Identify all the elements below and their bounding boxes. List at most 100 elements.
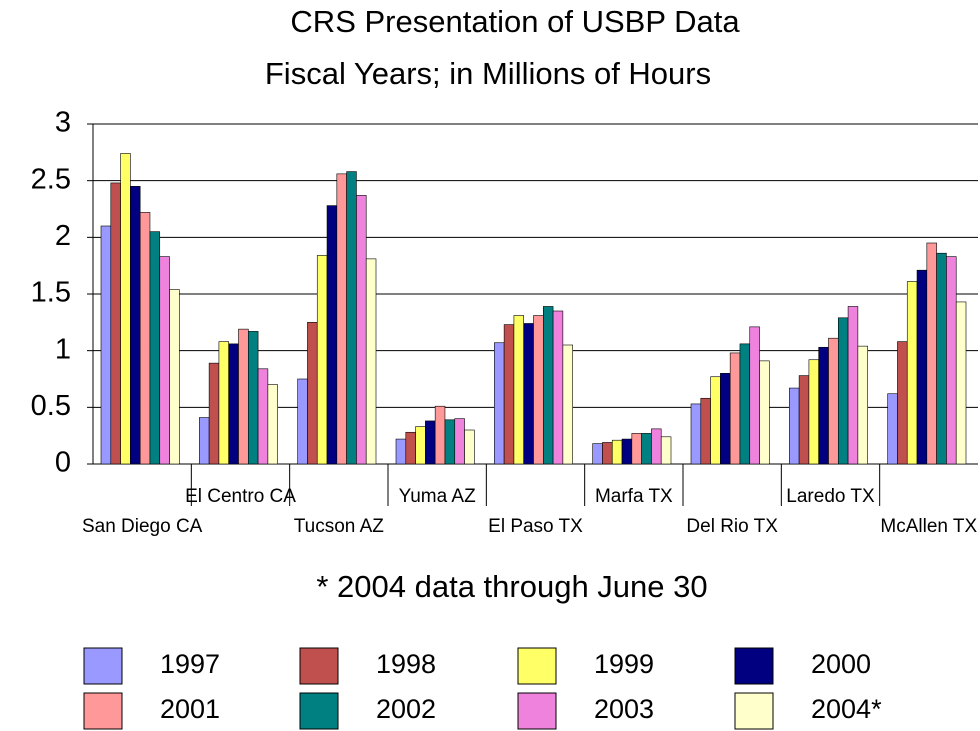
- annotation: * 2004 data through June 30: [316, 569, 707, 604]
- legend-label: 2000: [811, 649, 871, 679]
- bar: [729, 352, 741, 465]
- bar: [415, 426, 426, 465]
- bar: [110, 182, 121, 465]
- bar: [316, 255, 328, 465]
- bar: [395, 438, 407, 465]
- bar: [700, 397, 711, 465]
- bar: [336, 173, 347, 465]
- legend-label: 2002: [376, 694, 436, 724]
- bar: [611, 439, 623, 465]
- bar: [513, 315, 525, 465]
- x-tick-label: Tucson AZ: [294, 516, 385, 537]
- y-tick-label: 1: [55, 333, 71, 365]
- bar: [356, 195, 367, 465]
- legend-label: 2001: [160, 694, 220, 724]
- bar: [720, 373, 731, 465]
- bar: [346, 171, 357, 465]
- legend-label: 2004*: [811, 694, 882, 724]
- bar: [552, 310, 564, 465]
- bar: [257, 368, 269, 465]
- x-tick-label: El Centro CA: [185, 486, 296, 507]
- bar: [897, 341, 908, 465]
- bar: [464, 429, 475, 465]
- legend-label: 1998: [376, 649, 436, 679]
- legend-swatch: [734, 647, 774, 685]
- bar: [926, 242, 937, 465]
- bar: [690, 403, 702, 465]
- bar: [641, 433, 652, 465]
- x-tick-label: San Diego CA: [82, 516, 203, 537]
- bar: [542, 306, 554, 465]
- bar: [228, 343, 239, 465]
- chart-title: CRS Presentation of USBP Data: [290, 4, 740, 39]
- bar: [365, 258, 377, 465]
- bar: [837, 317, 849, 465]
- bar: [503, 324, 515, 465]
- bar: [887, 393, 898, 465]
- bar: [533, 315, 544, 465]
- legend-swatch: [83, 647, 123, 685]
- bar: [592, 443, 603, 465]
- chart-subtitle: Fiscal Years; in Millions of Hours: [265, 56, 711, 91]
- bar: [120, 153, 131, 465]
- y-tick-label: 2: [55, 220, 71, 252]
- bar: [238, 328, 249, 465]
- bar: [946, 256, 957, 465]
- bar: [631, 433, 642, 465]
- bar: [651, 428, 662, 465]
- y-tick-label: 1.5: [31, 277, 71, 309]
- bar: [818, 346, 829, 465]
- bar: [798, 375, 810, 465]
- bar: [739, 343, 751, 465]
- y-tick-label: 2.5: [31, 163, 71, 195]
- bar: [139, 212, 151, 465]
- bar: [307, 322, 318, 465]
- bar: [660, 436, 672, 465]
- bar: [444, 419, 456, 465]
- bar: [208, 362, 220, 465]
- legend-swatch: [83, 692, 123, 730]
- bar: [828, 337, 839, 465]
- legend-swatch: [517, 647, 557, 685]
- y-tick-label: 0: [55, 447, 71, 479]
- bar: [454, 418, 465, 465]
- bar: [247, 331, 259, 465]
- bar: [710, 376, 721, 465]
- bar: [562, 344, 573, 465]
- bar: [847, 306, 859, 465]
- bar: [808, 359, 820, 465]
- bar: [434, 405, 446, 465]
- legend-label: 1997: [160, 649, 220, 679]
- bar: [955, 301, 967, 465]
- bar: [621, 438, 633, 465]
- bar: [267, 384, 278, 465]
- bar: [916, 269, 928, 465]
- x-tick-label: El Paso TX: [488, 516, 583, 537]
- bar: [199, 417, 210, 465]
- legend-swatch: [734, 692, 774, 730]
- bar: [936, 252, 947, 465]
- bar: [602, 442, 613, 465]
- bar: [857, 345, 868, 465]
- bar: [100, 225, 112, 465]
- bar: [425, 420, 436, 465]
- legend-label: 2003: [594, 694, 654, 724]
- bar: [523, 323, 534, 465]
- bar: [149, 231, 161, 465]
- y-tick-label: 0.5: [31, 390, 71, 422]
- legend-swatch: [299, 692, 339, 730]
- bar: [906, 281, 918, 465]
- bar: [297, 378, 308, 465]
- bar: [789, 387, 800, 465]
- x-tick-label: Del Rio TX: [686, 516, 778, 537]
- bar: [218, 341, 230, 465]
- bar: [169, 289, 180, 465]
- bar: [494, 342, 505, 465]
- x-tick-label: McAllen TX: [880, 516, 977, 537]
- x-tick-label: Yuma AZ: [399, 486, 476, 507]
- bar: [749, 326, 760, 465]
- bar: [405, 431, 416, 465]
- legend-label: 1999: [594, 649, 654, 679]
